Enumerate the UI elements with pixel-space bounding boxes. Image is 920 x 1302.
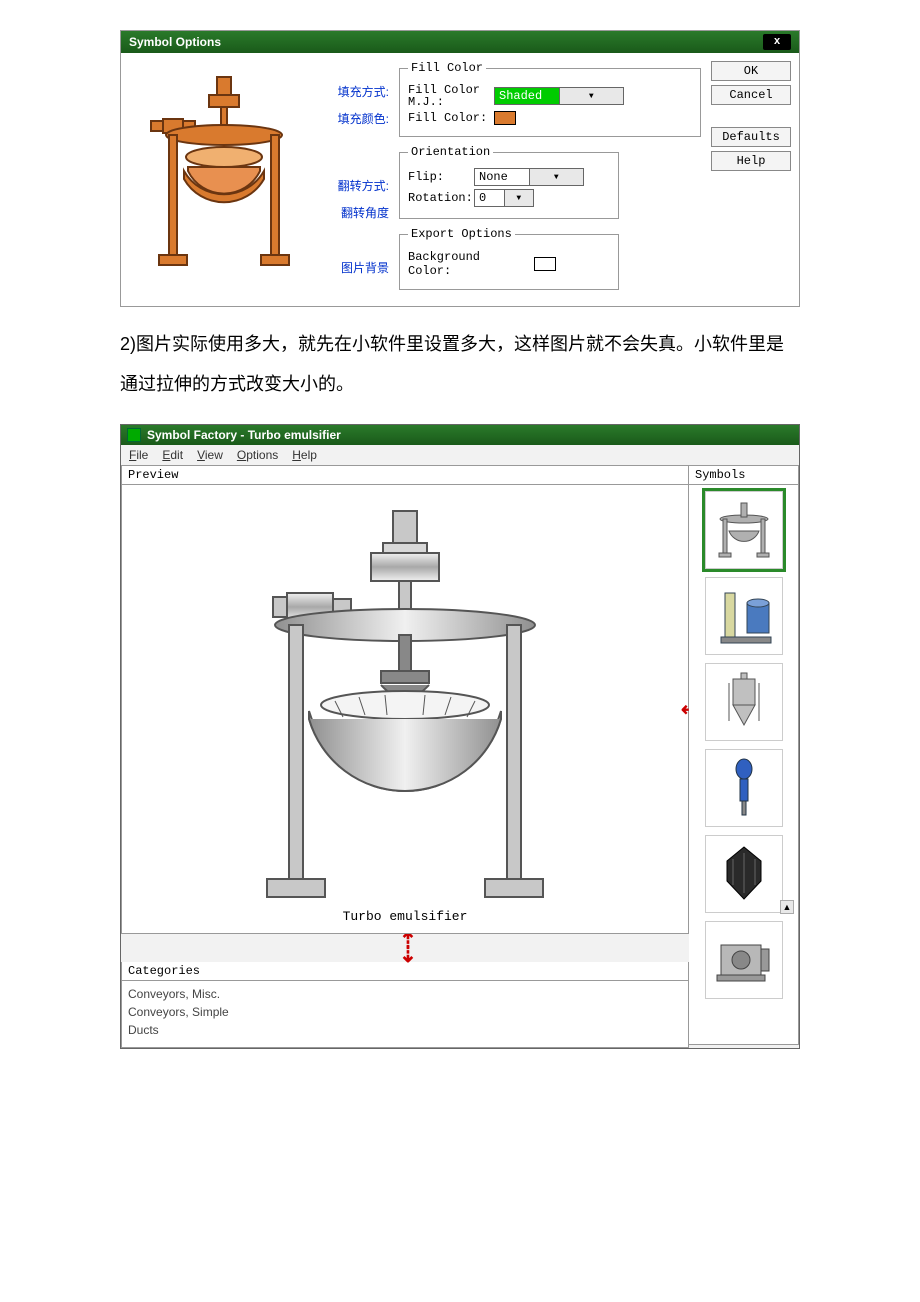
- rotation-select[interactable]: 0 ▼: [474, 189, 534, 207]
- flip-select[interactable]: None ▼: [474, 168, 584, 186]
- chevron-down-icon: ▼: [529, 169, 584, 185]
- preview-pane: Turbo emulsifier: [121, 484, 689, 934]
- menu-edit[interactable]: Edit: [162, 448, 183, 462]
- ann-fill-color: 填充颜色:: [319, 110, 389, 127]
- app-icon: [127, 428, 141, 442]
- orientation-legend: Orientation: [408, 145, 493, 159]
- flip-label: Flip:: [408, 170, 468, 184]
- help-button[interactable]: Help: [711, 151, 791, 171]
- instruction-text: 2)图片实际使用多大，就先在小软件里设置多大，这样图片就不会失真。小软件里是通过…: [120, 325, 800, 404]
- horizontal-splitter-icon[interactable]: ⇡⇣: [121, 934, 689, 962]
- fill-color-swatch[interactable]: [494, 111, 516, 125]
- window-titlebar: Symbol Factory - Turbo emulsifier: [121, 425, 799, 445]
- export-group: Export Options Background Color:: [399, 227, 619, 290]
- dialog-title: Symbol Options: [129, 35, 221, 49]
- category-item[interactable]: Conveyors, Misc.: [128, 985, 682, 1003]
- symbols-header: Symbols: [689, 465, 799, 485]
- close-icon[interactable]: x: [763, 34, 791, 50]
- ann-flip-mode: 翻转方式:: [319, 177, 389, 194]
- fill-color-label: Fill Color:: [408, 111, 488, 125]
- category-item[interactable]: Ducts: [128, 1021, 682, 1039]
- menu-view[interactable]: View: [197, 448, 223, 462]
- flip-value: None: [475, 170, 529, 184]
- ok-button[interactable]: OK: [711, 61, 791, 81]
- fill-mode-label: Fill Color M.J.:: [408, 84, 488, 108]
- annotation-labels: 填充方式: 填充颜色: 翻转方式: 翻转角度 图片背景: [319, 61, 389, 298]
- ann-flip-angle: 翻转角度: [319, 204, 389, 221]
- scroll-up-icon[interactable]: ▲: [780, 900, 794, 914]
- export-legend: Export Options: [408, 227, 515, 241]
- ann-bg: 图片背景: [319, 259, 389, 276]
- categories-list[interactable]: Conveyors, Misc. Conveyors, Simple Ducts: [121, 981, 689, 1048]
- preview-header: Preview: [121, 465, 689, 484]
- symbol-preview: [129, 61, 319, 281]
- rotation-value: 0: [475, 191, 504, 205]
- emulsifier-icon: [215, 505, 595, 905]
- menu-help[interactable]: Help: [292, 448, 317, 462]
- symbol-thumb-tank-cone[interactable]: [705, 663, 783, 741]
- preview-caption: Turbo emulsifier: [343, 909, 468, 924]
- symbol-thumb-silo[interactable]: [705, 835, 783, 913]
- symbol-thumb-mixer[interactable]: [705, 577, 783, 655]
- fillcolor-legend: Fill Color: [408, 61, 486, 75]
- symbol-thumb-gearbox[interactable]: [705, 921, 783, 999]
- category-item[interactable]: Conveyors, Simple: [128, 1003, 682, 1021]
- menu-bar: File Edit View Options Help: [121, 445, 799, 465]
- chevron-down-icon: ▼: [559, 88, 624, 104]
- defaults-button[interactable]: Defaults: [711, 127, 791, 147]
- symbol-options-dialog: Symbol Options x: [120, 30, 800, 307]
- bg-color-label: Background Color:: [408, 250, 528, 278]
- orientation-group: Orientation Flip: None ▼ Rotation: 0 ▼: [399, 145, 619, 219]
- fillcolor-group: Fill Color Fill Color M.J.: Shaded ▼ Fil…: [399, 61, 701, 137]
- dialog-titlebar: Symbol Options x: [121, 31, 799, 53]
- cancel-button[interactable]: Cancel: [711, 85, 791, 105]
- fill-mode-select[interactable]: Shaded ▼: [494, 87, 624, 105]
- window-title: Symbol Factory - Turbo emulsifier: [147, 428, 341, 442]
- symbol-thumb-emulsifier[interactable]: [705, 491, 783, 569]
- menu-file[interactable]: File: [129, 448, 148, 462]
- rotation-label: Rotation:: [408, 191, 468, 205]
- chevron-down-icon: ▼: [504, 190, 534, 206]
- fill-mode-value: Shaded: [495, 89, 559, 103]
- ann-fill-mode: 填充方式:: [319, 83, 389, 100]
- symbols-list: ▲: [689, 485, 799, 1045]
- symbol-thumb-agitator[interactable]: [705, 749, 783, 827]
- menu-options[interactable]: Options: [237, 448, 278, 462]
- bg-color-swatch[interactable]: [534, 257, 556, 271]
- dialog-buttons: OK Cancel Defaults Help: [711, 61, 791, 298]
- symbol-factory-window: Symbol Factory - Turbo emulsifier File E…: [120, 424, 800, 1049]
